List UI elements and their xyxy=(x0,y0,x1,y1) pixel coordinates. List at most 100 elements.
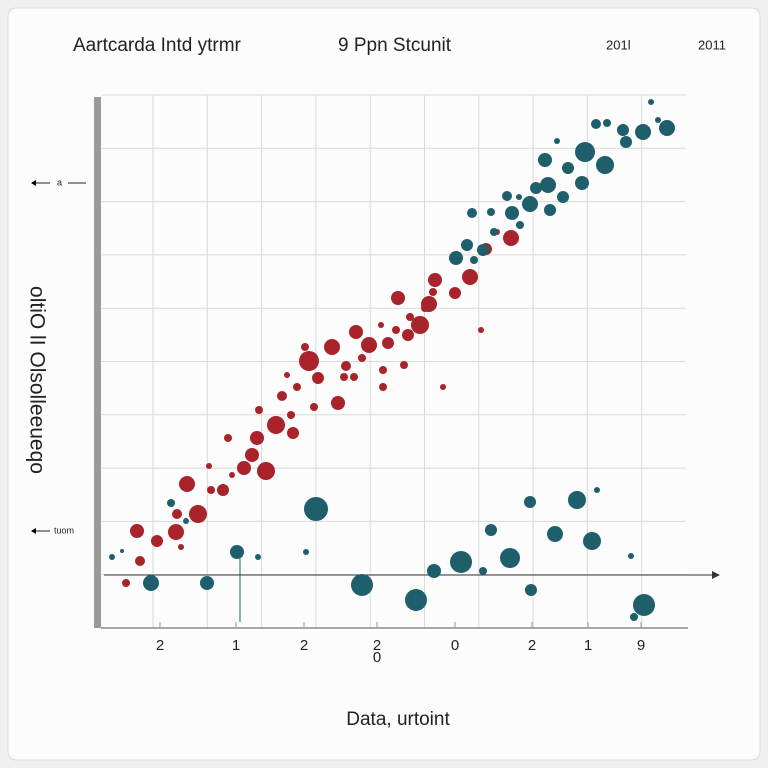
bubble xyxy=(477,244,489,256)
bubble xyxy=(143,575,159,591)
pointer-head xyxy=(31,528,36,534)
bubble xyxy=(299,351,319,371)
bubble xyxy=(255,554,261,560)
bubble xyxy=(230,545,244,559)
bubble xyxy=(449,287,461,299)
bubble xyxy=(391,291,405,305)
chart-title: Aartcarda Intd ytrmr xyxy=(73,35,242,56)
bubble xyxy=(575,176,589,190)
bubble xyxy=(557,191,569,203)
bubble xyxy=(257,462,275,480)
bubble xyxy=(405,589,427,611)
corner-label: 2011 xyxy=(698,37,726,52)
bubble xyxy=(358,354,366,362)
bubble xyxy=(617,124,629,136)
bubble xyxy=(635,124,651,140)
bubble xyxy=(224,434,232,442)
bubble xyxy=(575,142,595,162)
bubble xyxy=(450,551,472,573)
bubble xyxy=(568,491,586,509)
bubble xyxy=(350,373,358,381)
bubble xyxy=(500,548,520,568)
annotation: tuom xyxy=(54,525,74,535)
bubble xyxy=(440,384,446,390)
x-tick-label: 1 xyxy=(584,637,592,654)
bubble xyxy=(310,403,318,411)
bubble xyxy=(284,372,290,378)
bubble xyxy=(303,549,309,555)
bubble xyxy=(470,256,478,264)
chart-subtitle: 9 Ppn Stcunit xyxy=(338,35,452,56)
bubble xyxy=(151,535,163,547)
x-tick-label: 1 xyxy=(232,637,240,654)
bubble xyxy=(633,594,655,616)
bubble xyxy=(562,162,574,174)
bubble xyxy=(544,204,556,216)
bubble xyxy=(655,117,661,123)
bubble xyxy=(502,191,512,201)
bubble xyxy=(596,156,614,174)
bubble xyxy=(379,366,387,374)
bubble xyxy=(341,361,351,371)
bubble xyxy=(525,584,537,596)
pointer-head xyxy=(31,180,36,186)
bubble xyxy=(304,497,328,521)
bubble xyxy=(479,567,487,575)
bubble xyxy=(462,269,478,285)
y-axis-label: oltiO lI Olsolleeueqo xyxy=(25,286,48,474)
bubble xyxy=(429,288,437,296)
bubble xyxy=(382,337,394,349)
x-tick-label: 0 xyxy=(451,637,459,654)
bubble xyxy=(183,518,189,524)
bubble xyxy=(379,383,387,391)
bubble xyxy=(400,361,408,369)
bubble xyxy=(449,251,463,265)
bubble xyxy=(538,153,552,167)
x-tick-label: 2 xyxy=(528,637,536,654)
bubble xyxy=(361,337,377,353)
bubble xyxy=(135,556,145,566)
x-tick-label: 2 xyxy=(156,637,164,654)
bubble xyxy=(217,484,229,496)
bubble xyxy=(485,524,497,536)
x-tick-label: 2 xyxy=(373,637,381,654)
bubble xyxy=(206,463,212,469)
bubble xyxy=(245,448,259,462)
bubble xyxy=(591,119,601,129)
bubble xyxy=(402,329,414,341)
bubble xyxy=(461,239,473,251)
bubble xyxy=(522,196,538,212)
bubble xyxy=(277,391,287,401)
bubble xyxy=(478,327,484,333)
bubble xyxy=(301,343,309,351)
bubble xyxy=(109,554,115,560)
bubble xyxy=(648,99,654,105)
bubble xyxy=(516,221,524,229)
bubble xyxy=(351,574,373,596)
bubble xyxy=(554,138,560,144)
bubble xyxy=(287,427,299,439)
bubble xyxy=(200,576,214,590)
bubble xyxy=(487,208,495,216)
bubble xyxy=(628,553,634,559)
bubble xyxy=(331,396,345,410)
x-tick-label: 2 xyxy=(300,637,308,654)
bubble xyxy=(392,326,400,334)
corner-label: 201l xyxy=(606,37,631,52)
bubble xyxy=(505,206,519,220)
bubble xyxy=(287,411,295,419)
bubble xyxy=(524,496,536,508)
bubble xyxy=(428,273,442,287)
bubble xyxy=(179,476,195,492)
bubble xyxy=(490,228,498,236)
bubble xyxy=(324,339,340,355)
bubble xyxy=(178,544,184,550)
bubble xyxy=(603,119,611,127)
bubble xyxy=(120,549,124,553)
bubble xyxy=(229,472,235,478)
bubble xyxy=(411,316,429,334)
bubble xyxy=(516,194,522,200)
bubble xyxy=(189,505,207,523)
bubble xyxy=(312,372,324,384)
